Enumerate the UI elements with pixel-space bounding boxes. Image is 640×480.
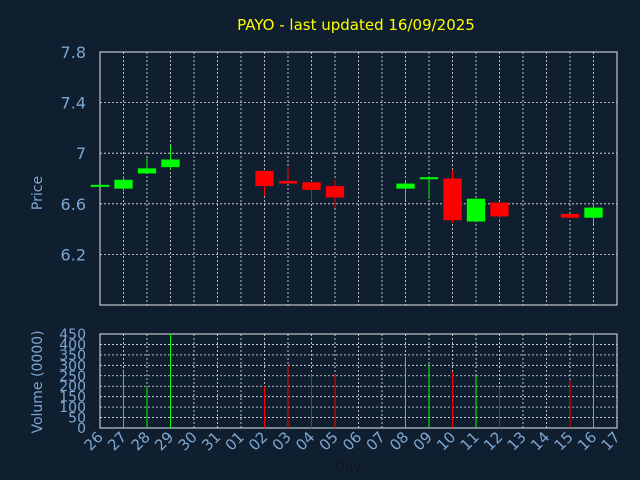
price-tick-label: 6.6 — [61, 195, 86, 214]
candle-body — [90, 184, 110, 187]
day-tick-label: 27 — [104, 428, 130, 454]
candle-body — [396, 183, 415, 189]
x-axis-label: Day — [334, 459, 362, 475]
volume-tick-label: 0 — [77, 421, 86, 437]
candle-body — [114, 179, 133, 189]
day-tick-label: 29 — [151, 428, 177, 454]
day-tick-label: 08 — [386, 428, 412, 454]
candle-body — [255, 170, 274, 187]
day-tick-label: 28 — [128, 428, 154, 454]
day-tick-label: 03 — [269, 428, 295, 454]
price-panel-frame — [99, 51, 618, 306]
volume-tick-label: 200 — [59, 379, 86, 395]
volume-tick-label: 300 — [59, 358, 86, 374]
volume-tick-label: 350 — [59, 348, 86, 364]
volume-tick-label: 150 — [59, 390, 86, 406]
price-axis-label: Price — [30, 176, 46, 210]
candle-body — [560, 213, 580, 218]
candle-body — [466, 198, 486, 222]
volume-tick-label: 250 — [59, 369, 86, 385]
candle-body — [325, 186, 345, 198]
candle-body — [584, 207, 603, 218]
price-tick-label: 7.4 — [61, 94, 86, 113]
price-tick-label: 7.8 — [61, 43, 86, 62]
x-tick-labels: 2627282930310102030405060708091011121314… — [81, 428, 624, 454]
day-tick-label: 14 — [527, 428, 553, 454]
day-tick-label: 04 — [292, 428, 318, 454]
day-tick-label: 09 — [410, 428, 436, 454]
volume-tick-label: 50 — [68, 411, 86, 427]
day-tick-label: 11 — [457, 428, 483, 454]
candle-body — [419, 177, 439, 180]
volume-tick-label: 100 — [59, 400, 86, 416]
day-tick-label: 17 — [598, 428, 624, 454]
day-tick-label: 31 — [198, 428, 224, 454]
day-tick-label: 15 — [551, 428, 577, 454]
candle-body — [161, 159, 180, 168]
volume-tick-label: 450 — [59, 327, 86, 343]
volume-panel-frame — [99, 333, 618, 429]
candle-body — [302, 182, 321, 190]
price-tick-label: 7 — [76, 144, 86, 163]
day-tick-label: 12 — [480, 428, 506, 454]
volume-axis-label: Volume (0000) — [30, 330, 46, 433]
candle-body — [490, 202, 509, 217]
candle-body — [443, 178, 462, 221]
candle-body — [137, 168, 157, 174]
day-tick-label: 30 — [175, 428, 201, 454]
day-tick-label: 16 — [574, 428, 600, 454]
day-tick-label: 05 — [316, 428, 342, 454]
candle-body — [278, 181, 298, 184]
price-tick-label: 6.2 — [61, 245, 86, 264]
day-tick-label: 02 — [245, 428, 271, 454]
day-tick-label: 07 — [363, 428, 389, 454]
day-tick-label: 06 — [339, 428, 365, 454]
price-panel: 6.2 6.6 7 7.4 7.8 — [61, 43, 618, 306]
day-tick-label: 01 — [222, 428, 248, 454]
day-tick-label: 13 — [504, 428, 530, 454]
chart-title: PAYO - last updated 16/09/2025 — [237, 16, 475, 34]
volume-tick-label: 400 — [59, 337, 86, 353]
day-tick-label: 10 — [433, 428, 459, 454]
